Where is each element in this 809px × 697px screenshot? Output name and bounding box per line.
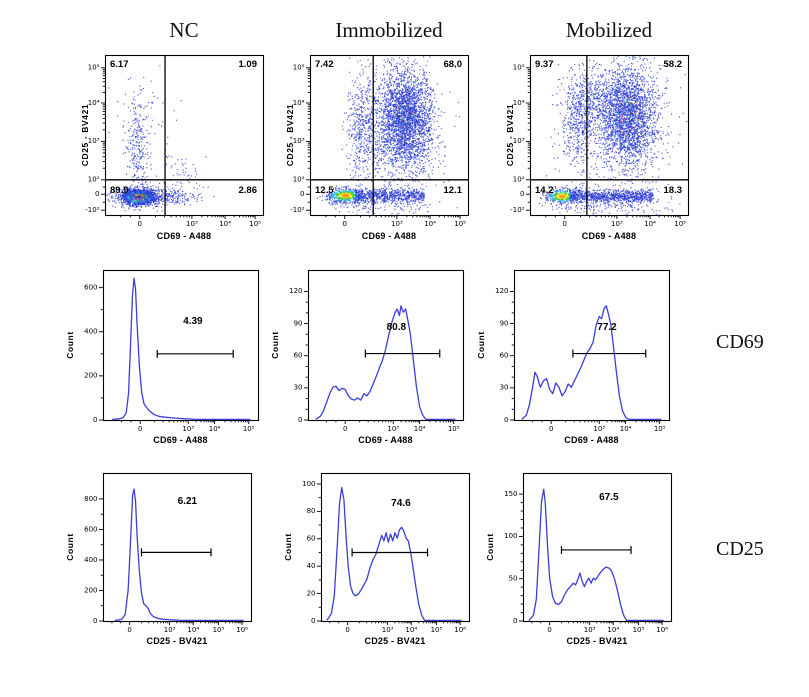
y-axis-label: Count: [485, 533, 495, 561]
quadrant-label-lower-right: 2.86: [238, 185, 258, 196]
y-axis-label: Count: [270, 331, 280, 359]
cd25-histogram-immobilized: Count CD25 - BV421 74.6: [279, 461, 483, 649]
x-axis-label: CD69 - A488: [361, 231, 417, 241]
scatter-plot-immobilized: CD25 - BV421 CD69 - A488 7.42 68.0 12.5 …: [270, 43, 482, 245]
cd69-histogram-immobilized: Count CD69 - A488 80.8: [266, 258, 477, 448]
quadrant-label-upper-left: 7.42: [315, 59, 334, 70]
gate-percent-label: 67.5: [599, 491, 619, 503]
column-title-immobilized: Immobilized: [335, 18, 443, 42]
y-axis-label: Count: [65, 533, 75, 561]
scatter-canvas-nc: [65, 43, 277, 245]
quadrant-label-upper-left: 9.37: [535, 59, 554, 70]
quadrant-label-upper-right: 1.09: [238, 59, 258, 70]
cd69-histogram-nc: Count CD69 - A488 4.39: [61, 258, 272, 448]
cd69-histogram-mobilized: Count CD69 - A488 77.2: [472, 258, 683, 448]
gate-percent-label: 80.8: [386, 322, 407, 333]
y-axis-label: Count: [476, 331, 486, 359]
quadrant-label-lower-right: 18.3: [663, 185, 683, 196]
y-axis-label: CD25 - BV421: [505, 103, 515, 167]
x-axis-label: CD25 - BV421: [566, 636, 628, 646]
x-axis-label: CD69 - A488: [564, 435, 619, 445]
quadrant-label-upper-left: 6.17: [110, 59, 129, 70]
scatter-plot-nc: CD25 - BV421 CD69 - A488 6.17 1.09 89.9 …: [65, 43, 277, 245]
y-axis-label: CD25 - BV421: [285, 103, 295, 167]
cd25-histogram-mobilized: Count CD25 - BV421 67.5: [481, 461, 685, 649]
y-axis-label: Count: [65, 331, 75, 359]
histogram-canvas-cd25-nc: [61, 461, 265, 649]
histogram-canvas-cd69-immobilized: [266, 258, 477, 448]
gate-percent-label: 77.2: [597, 322, 617, 333]
quadrant-label-upper-right: 58.2: [663, 59, 683, 70]
histogram-canvas-cd69-mobilized: [472, 258, 683, 448]
scatter-canvas-immobilized: [270, 43, 482, 245]
x-axis-label: CD69 - A488: [581, 231, 637, 241]
histogram-canvas-cd25-immobilized: [279, 461, 483, 649]
scatter-plot-mobilized: CD25 - BV421 CD69 - A488 9.37 58.2 14.2 …: [490, 43, 702, 245]
x-axis-label: CD69 - A488: [156, 231, 212, 241]
histogram-canvas-cd69-nc: [61, 258, 272, 448]
gate-percent-label: 74.6: [391, 497, 411, 509]
quadrant-label-lower-left: 89.9: [110, 185, 129, 196]
x-axis-label: CD69 - A488: [358, 435, 413, 445]
gate-percent-label: 6.21: [177, 496, 198, 508]
gate-percent-label: 4.39: [183, 316, 203, 327]
column-title-mobilized: Mobilized: [565, 18, 653, 42]
cd25-histogram-nc: Count CD25 - BV421 6.21: [61, 461, 265, 649]
x-axis-label: CD69 - A488: [153, 435, 208, 445]
x-axis-label: CD25 - BV421: [146, 636, 208, 646]
column-title-nc: NC: [169, 18, 199, 42]
histogram-canvas-cd25-mobilized: [481, 461, 685, 649]
quadrant-label-lower-left: 12.5: [315, 185, 334, 196]
y-axis-label: Count: [283, 533, 293, 561]
quadrant-label-lower-right: 12.1: [443, 185, 463, 196]
row-label-cd25: CD25: [716, 538, 764, 560]
row-label-cd69: CD69: [716, 331, 764, 353]
x-axis-label: CD25 - BV421: [364, 636, 426, 646]
quadrant-label-lower-left: 14.2: [535, 185, 554, 196]
y-axis-label: CD25 - BV421: [80, 103, 90, 167]
scatter-canvas-mobilized: [490, 43, 702, 245]
quadrant-label-upper-right: 68.0: [443, 59, 463, 70]
